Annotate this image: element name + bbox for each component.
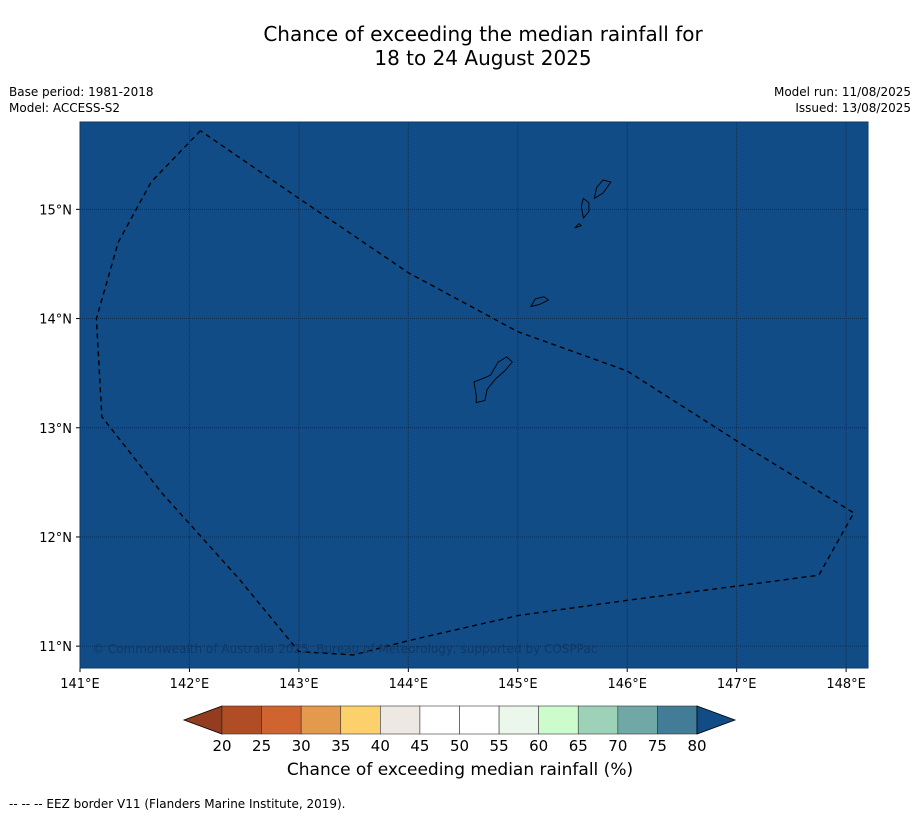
- lon-tick-label: 148°E: [826, 677, 866, 692]
- colorbar-segment: [498, 705, 539, 735]
- model-run-text: Model run: 11/08/2025: [773, 85, 911, 99]
- colorbar-under-arrow: [182, 705, 223, 735]
- map-frame: [79, 121, 869, 669]
- lon-tick-label: 144°E: [389, 677, 429, 692]
- colorbar-tick-label: 35: [331, 737, 350, 755]
- colorbar-tick-label: 30: [292, 737, 311, 755]
- footer-eez-note: -- -- -- EEZ border V11 (Flanders Marine…: [9, 797, 346, 811]
- lon-tick-label: 142°E: [170, 677, 210, 692]
- colorbar-tick-label: 50: [450, 737, 469, 755]
- map-background: [80, 122, 868, 668]
- colorbar-tick-label: 60: [529, 737, 548, 755]
- title-line-2: 18 to 24 August 2025: [374, 46, 592, 70]
- island-outline: [473, 356, 513, 404]
- lon-tick-label: 146°E: [607, 677, 647, 692]
- colorbar-tick-label: 20: [212, 737, 231, 755]
- colorbar-tick-label: 40: [371, 737, 390, 755]
- colorbar-tick-label: 55: [490, 737, 509, 755]
- map-figure: 141°E 142°E 143°E 144°E 145°E 146°E 147°E 148°E…: [39, 121, 869, 755]
- colorbar-segment: [657, 705, 698, 735]
- colorbar-segment: [221, 705, 262, 735]
- chart-title: Chance of exceeding the median rainfall …: [0, 22, 919, 70]
- colorbar-tick-label: 45: [410, 737, 429, 755]
- base-period-text: Base period: 1981-2018: [9, 85, 154, 99]
- meta-left: Base period: 1981-2018 Model: ACCESS-S2: [9, 84, 154, 116]
- colorbar-segment: [340, 705, 381, 735]
- lat-tick-label: 12°N: [39, 531, 72, 546]
- colorbar-segment: [459, 705, 500, 735]
- colorbar-tick-label: 75: [648, 737, 667, 755]
- island-outline: [574, 222, 583, 229]
- colorbar-label: Chance of exceeding median rainfall (%): [286, 760, 634, 780]
- colorbar-segment: [577, 705, 619, 735]
- issued-text: Issued: 13/08/2025: [795, 101, 911, 115]
- lon-tick-label: 147°E: [717, 677, 757, 692]
- colorbar-segment: [380, 705, 421, 735]
- colorbar-segment: [617, 705, 658, 735]
- colorbar-tick-label: 70: [608, 737, 627, 755]
- lat-tick-label: 13°N: [39, 422, 72, 437]
- lat-tick-label: 11°N: [39, 640, 72, 655]
- copyright-text: © Commonwealth of Australia 2025, Bureau…: [92, 642, 597, 656]
- colorbar-segment: [538, 705, 579, 735]
- colorbar-tick-label: 25: [252, 737, 271, 755]
- colorbar-segment: [261, 705, 302, 735]
- lat-tick-label: 14°N: [39, 313, 72, 328]
- colorbar-segment: [300, 705, 342, 735]
- eez-border-line: [95, 130, 855, 656]
- island-outline: [529, 296, 550, 308]
- island-outline: [580, 197, 590, 220]
- colorbar-tick-label: 80: [687, 737, 706, 755]
- colorbar-tick-label: 65: [569, 737, 588, 755]
- colorbar-over-arrow: [696, 705, 737, 735]
- lat-tick-label: 15°N: [39, 203, 72, 218]
- lon-tick-label: 141°E: [60, 677, 100, 692]
- lon-tick-label: 143°E: [279, 677, 319, 692]
- colorbar-segment: [419, 705, 460, 735]
- lon-tick-label: 145°E: [498, 677, 538, 692]
- island-outline: [593, 179, 612, 200]
- title-line-1: Chance of exceeding the median rainfall …: [263, 22, 703, 46]
- colorbar: 20 25 30 35 40 45 50 55 60 65 70 75 80: [182, 705, 737, 755]
- map-area: 141°E 142°E 143°E 144°E 145°E 146°E 147°E 148°E…: [39, 121, 869, 692]
- meta-right: Model run: 11/08/2025 Issued: 13/08/2025: [774, 84, 911, 116]
- model-text: Model: ACCESS-S2: [9, 101, 121, 115]
